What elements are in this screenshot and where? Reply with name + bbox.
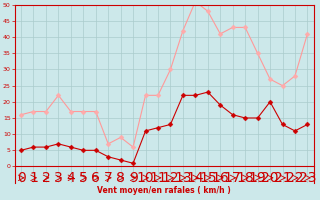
X-axis label: Vent moyen/en rafales ( km/h ): Vent moyen/en rafales ( km/h ) [97, 186, 231, 195]
